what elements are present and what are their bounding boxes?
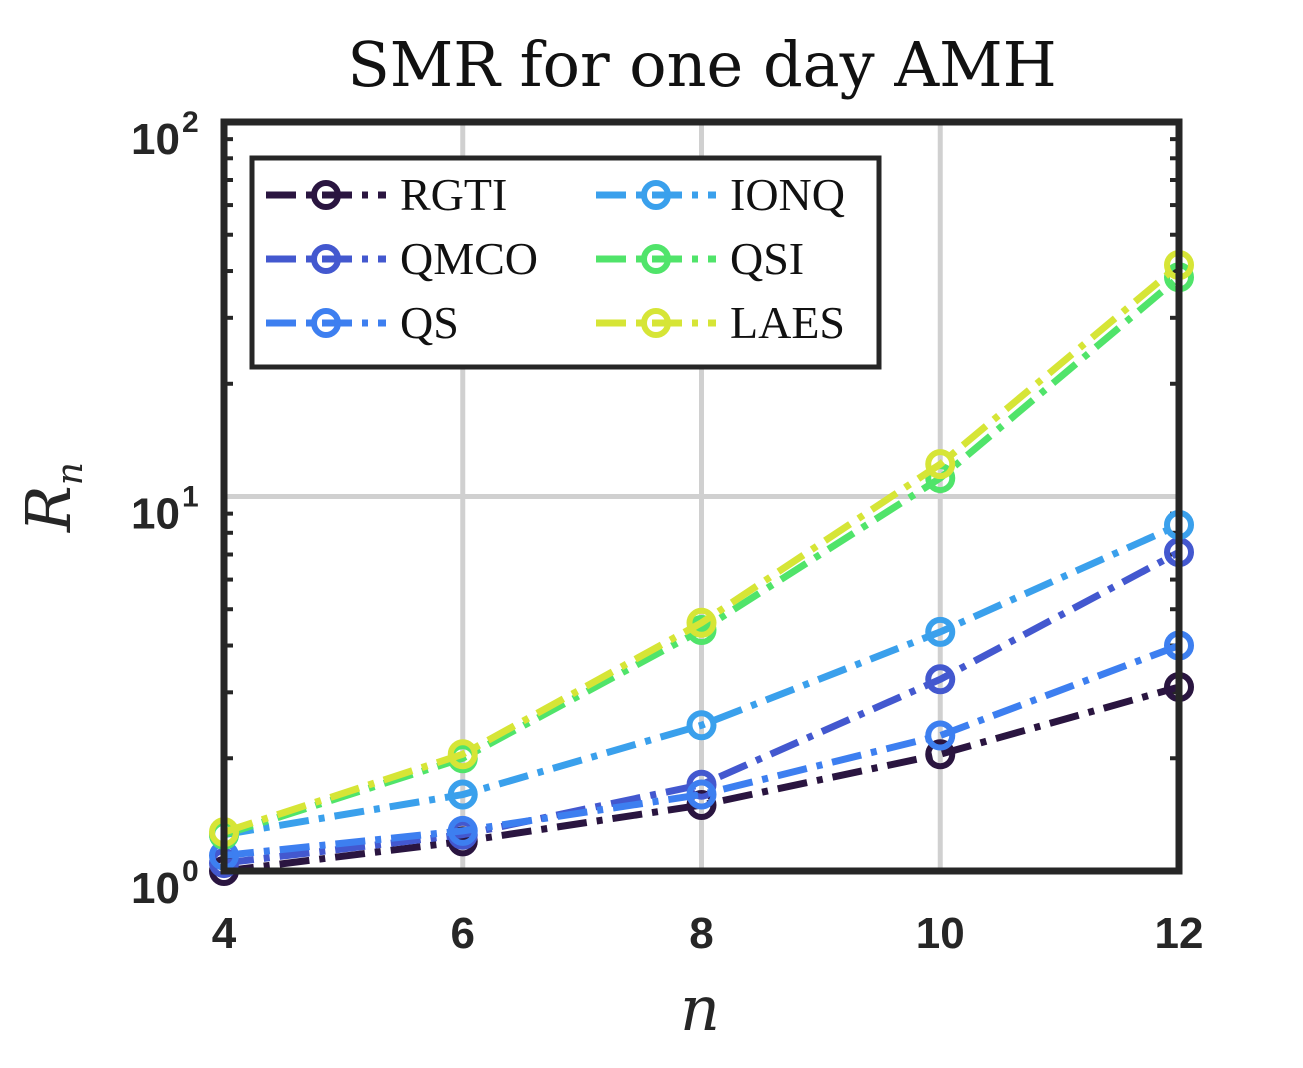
series-line xyxy=(223,642,1181,859)
legend-swatch-marker xyxy=(641,180,671,210)
data-point xyxy=(447,779,478,810)
y-tick-label: 10 2 xyxy=(131,106,199,164)
legend-swatch-marker xyxy=(311,308,341,338)
x-tick-label: 10 xyxy=(916,909,965,958)
legend-item-qmco: QMCO xyxy=(266,233,538,284)
x-tick-label: 6 xyxy=(451,909,475,958)
x-axis-label: n xyxy=(680,972,720,1045)
series-line xyxy=(223,521,1181,839)
y-axis-label-group: Rn xyxy=(12,462,91,533)
legend-swatch-marker xyxy=(641,244,671,274)
plot-frame xyxy=(220,118,1183,875)
legend-label: LAES xyxy=(730,297,845,348)
data-point xyxy=(925,449,956,480)
legend-label: RGTI xyxy=(400,169,507,220)
legend-item-laes: LAES xyxy=(596,297,845,348)
y-tick-exponent: 0 xyxy=(182,855,199,888)
series-line xyxy=(222,274,1182,839)
y-tick-exponent: 1 xyxy=(182,481,199,514)
y-tick-label: 10 0 xyxy=(131,855,199,913)
data-point xyxy=(925,664,956,695)
legend-item-rgti: RGTI xyxy=(266,169,507,220)
data-point xyxy=(686,779,717,810)
y-axis-label-subscript: n xyxy=(50,462,91,485)
svg-text:Rn: Rn xyxy=(12,462,91,533)
y-tick-label: 10 1 xyxy=(131,481,199,539)
legend-box xyxy=(249,155,882,370)
legend-label: QS xyxy=(400,297,459,348)
y-axis-label: R xyxy=(12,485,85,533)
y-tick-base: 10 xyxy=(131,115,180,164)
legend-label: IONQ xyxy=(730,169,845,220)
series-line xyxy=(222,262,1182,836)
legend-swatch-marker xyxy=(311,244,341,274)
y-tick-exponent: 2 xyxy=(182,106,199,139)
legend-item-ionq: IONQ xyxy=(596,169,845,220)
series-layer xyxy=(209,250,1194,886)
data-point xyxy=(925,720,956,751)
legend-label: QMCO xyxy=(400,233,538,284)
legend: RGTI QMCO QS IONQ QSI LAES xyxy=(249,155,882,370)
chart-title: SMR for one day AMH xyxy=(347,28,1056,101)
x-tick-label: 12 xyxy=(1155,909,1204,958)
legend-label: QSI xyxy=(730,233,804,284)
y-tick-base: 10 xyxy=(131,490,180,539)
x-tick-labels: 4 6 8 10 12 xyxy=(212,909,1204,958)
data-point xyxy=(447,739,478,770)
series-line xyxy=(223,683,1180,875)
data-point xyxy=(686,607,717,638)
x-tick-label: 8 xyxy=(689,909,713,958)
data-point xyxy=(925,739,956,770)
y-tick-base: 10 xyxy=(131,864,180,913)
legend-item-qsi: QSI xyxy=(596,233,804,284)
data-point xyxy=(925,616,956,647)
legend-swatch-marker xyxy=(311,180,341,210)
data-point xyxy=(686,769,717,800)
data-point xyxy=(686,790,717,821)
data-point xyxy=(447,815,478,846)
legend-swatch-marker xyxy=(641,308,671,338)
legend-item-qs: QS xyxy=(266,297,459,348)
data-point xyxy=(686,710,717,741)
x-tick-label: 4 xyxy=(212,909,237,958)
